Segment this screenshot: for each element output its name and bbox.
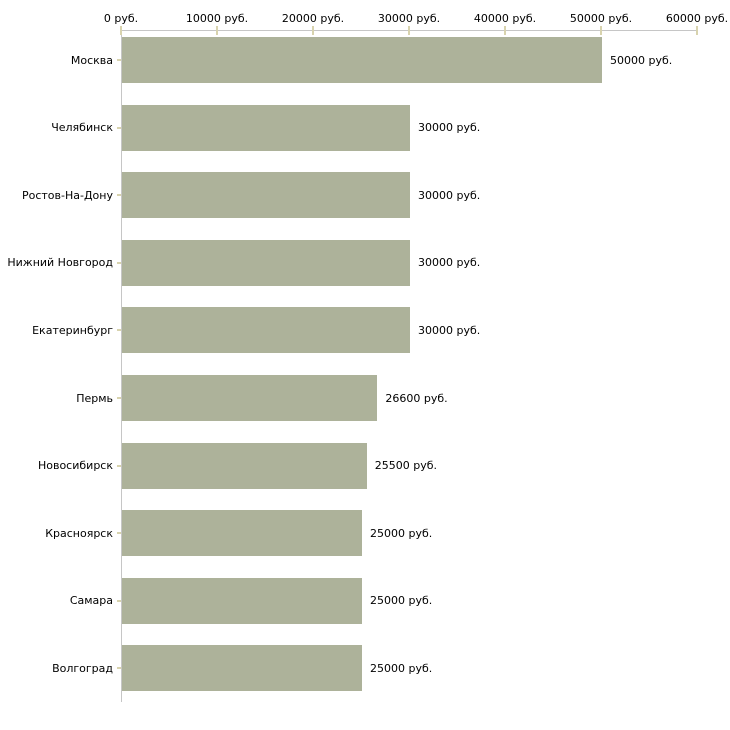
- x-axis-tick: [408, 26, 410, 35]
- bar-7: [122, 442, 367, 489]
- bar-4: [122, 239, 410, 286]
- x-axis-tick-label: 20000 руб.: [281, 12, 345, 25]
- category-label: Ростов-На-Дону: [21, 188, 113, 202]
- bar-9: [122, 577, 362, 624]
- category-label: Пермь: [76, 391, 113, 405]
- category-label: Екатеринбург: [32, 323, 113, 337]
- y-axis-tick: [117, 126, 121, 129]
- x-axis-tick: [696, 26, 698, 35]
- category-label: Новосибирск: [37, 459, 113, 473]
- bar-8: [122, 510, 362, 557]
- x-axis-tick-label: 40000 руб.: [473, 12, 537, 25]
- y-axis-tick: [117, 261, 121, 264]
- value-label: 25000 руб.: [370, 661, 433, 675]
- x-axis-tick: [120, 26, 122, 35]
- bar-2: [122, 104, 410, 151]
- value-label: 30000 руб.: [418, 121, 481, 135]
- value-label: 30000 руб.: [418, 256, 481, 270]
- bar-5: [122, 307, 410, 354]
- category-label: Челябинск: [51, 121, 113, 135]
- y-axis-tick: [117, 667, 121, 670]
- bar-10: [122, 645, 362, 692]
- y-axis-tick: [117, 532, 121, 535]
- x-axis-tick: [216, 26, 218, 35]
- y-axis-tick: [117, 464, 121, 467]
- y-axis-line: [121, 30, 122, 702]
- category-label: Нижний Новгород: [7, 256, 113, 270]
- bar-1: [122, 37, 602, 83]
- value-label: 25000 руб.: [370, 526, 433, 540]
- x-axis-tick: [600, 26, 602, 35]
- value-label: 26600 руб.: [385, 391, 448, 405]
- value-label: 30000 руб.: [418, 323, 481, 337]
- x-axis-tick-label: 50000 руб.: [569, 12, 633, 25]
- x-axis-tick: [504, 26, 506, 35]
- value-label: 30000 руб.: [418, 188, 481, 202]
- value-label: 50000 руб.: [610, 53, 673, 67]
- y-axis-tick: [117, 397, 121, 399]
- bar-3: [122, 172, 410, 219]
- category-label: Волгоград: [52, 661, 113, 675]
- category-label: Самара: [69, 594, 113, 608]
- x-axis-tick: [312, 26, 314, 35]
- y-axis-tick: [117, 59, 121, 61]
- category-label: Москва: [70, 53, 113, 67]
- x-axis-tick-label: 30000 руб.: [377, 12, 441, 25]
- x-axis-tick-label: 60000 руб.: [665, 12, 729, 25]
- y-axis-tick: [117, 194, 121, 197]
- x-axis-tick-label: 0 руб.: [103, 12, 139, 25]
- bar-6: [122, 375, 378, 421]
- y-axis-tick: [117, 329, 121, 332]
- y-axis-tick: [117, 599, 121, 602]
- value-label: 25500 руб.: [374, 459, 438, 473]
- value-label: 25000 руб.: [370, 594, 433, 608]
- category-label: Красноярск: [45, 526, 113, 540]
- x-axis-tick-label: 10000 руб.: [185, 12, 249, 25]
